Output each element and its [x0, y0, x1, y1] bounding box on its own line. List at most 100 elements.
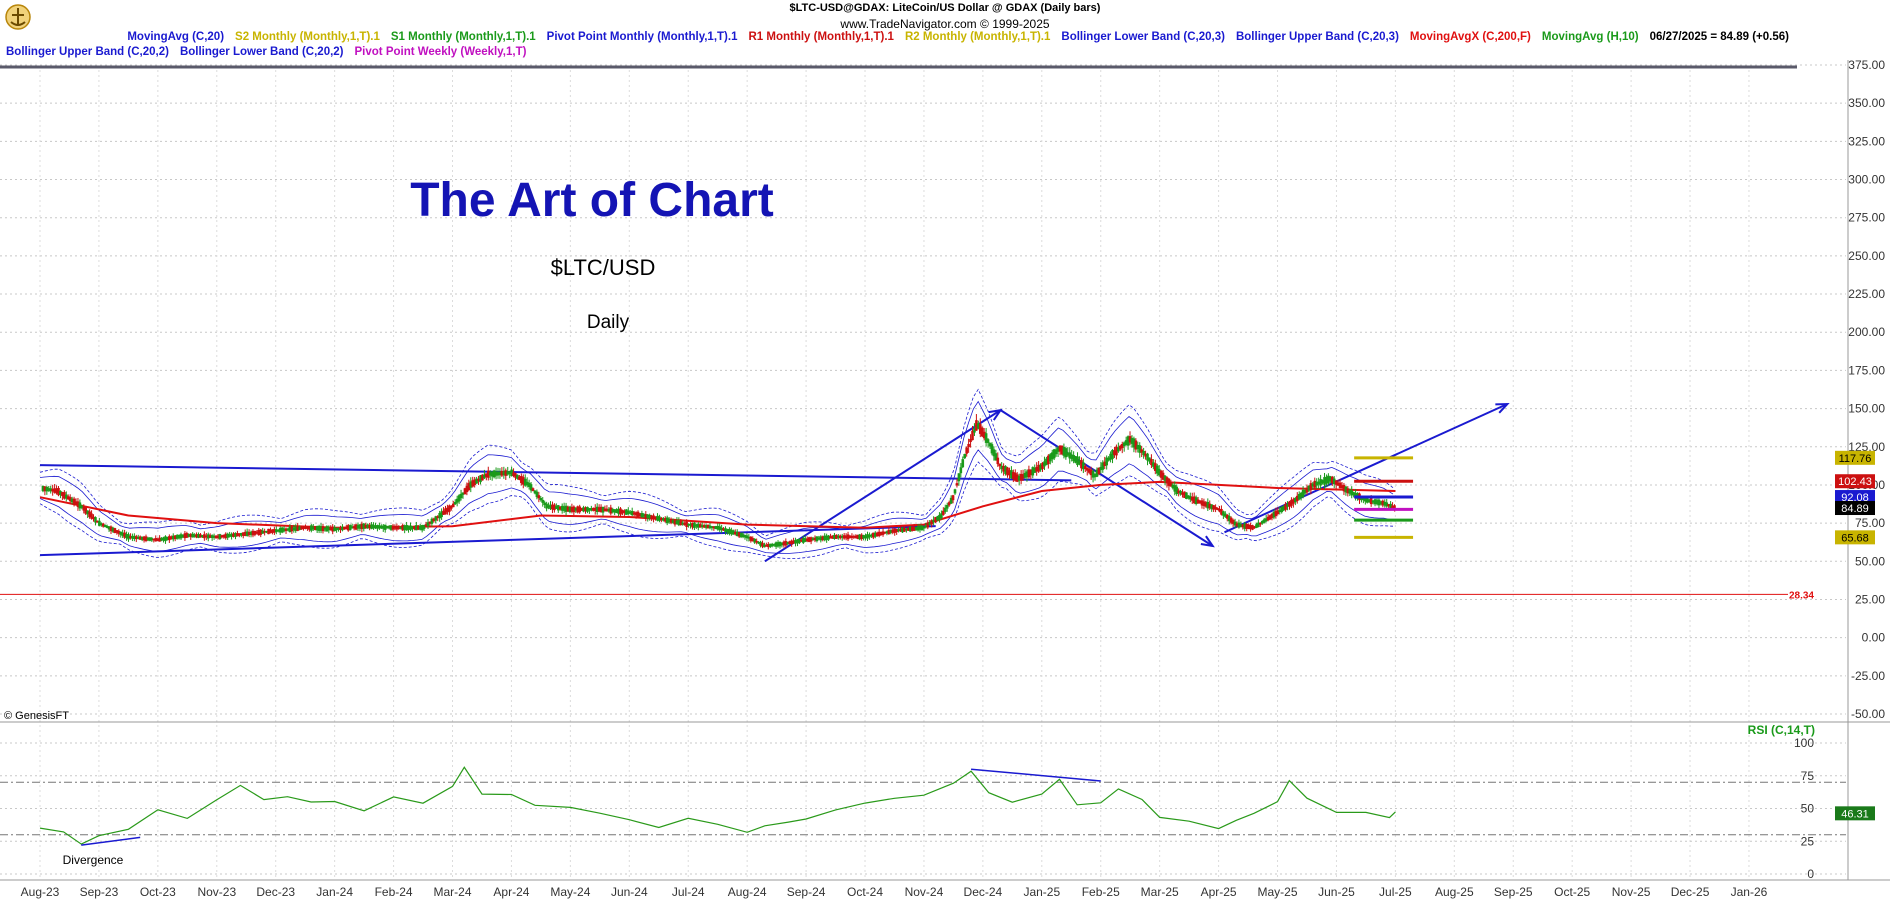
candle-body [1163, 475, 1167, 481]
candle-body [1214, 506, 1217, 510]
candle-body [391, 525, 395, 530]
candle-body [967, 443, 970, 448]
candle-body [555, 506, 558, 509]
candle-body [595, 506, 599, 513]
candle-body [751, 538, 755, 542]
candle-body [288, 526, 292, 532]
candle-body [329, 527, 333, 531]
candle-body [220, 535, 224, 538]
date-tick-label: Jul-25 [1379, 885, 1412, 899]
candle-body [1206, 501, 1210, 509]
candle-body [1050, 452, 1054, 460]
rsi-tick-label: 75 [1801, 769, 1815, 783]
bollinger-upper-2 [39, 400, 1394, 540]
candle-body [926, 522, 930, 528]
candle-body [446, 507, 449, 513]
candle-body [1146, 453, 1149, 461]
date-tick-label: May-24 [550, 885, 590, 899]
candle-body [1043, 461, 1046, 467]
candle-body [558, 506, 562, 510]
rsi-series: 46.31 [39, 766, 1875, 846]
candle-body [842, 535, 846, 539]
candle-body [1064, 448, 1068, 458]
candle-body [197, 533, 200, 538]
candle-body [1222, 511, 1225, 516]
candle-body [224, 533, 228, 539]
candle-body [543, 502, 546, 506]
candle-body [251, 530, 255, 536]
candle-body [416, 525, 420, 530]
date-tick-label: Aug-25 [1435, 885, 1474, 899]
candle-body [356, 525, 360, 529]
candle-body [1099, 466, 1103, 471]
candle-body [827, 535, 830, 540]
pivot-levels [1354, 456, 1414, 539]
candle-body [1311, 483, 1315, 487]
candle-body [1255, 524, 1258, 528]
candle-body [1229, 517, 1233, 523]
candle-body [337, 528, 340, 530]
candle-body [940, 513, 943, 518]
candle-body [1171, 484, 1175, 489]
candle-body [982, 431, 986, 439]
candle-body [660, 517, 663, 521]
candle-body [479, 475, 482, 483]
candle-body [1280, 506, 1284, 513]
legend-item: S1 Monthly (Monthly,1,T).1 [390, 31, 536, 43]
candle-body [395, 525, 399, 530]
candle-body [1031, 467, 1035, 476]
candle-body [243, 531, 247, 536]
price-tick-label: -25.00 [1851, 669, 1885, 683]
candle-body [1245, 524, 1249, 529]
date-tick-label: Oct-24 [847, 885, 883, 899]
candle-body [53, 488, 56, 493]
candle-body [619, 508, 622, 515]
candle-body [1004, 466, 1007, 474]
candle-body [566, 506, 570, 512]
candle-body [214, 535, 218, 539]
rsi-label: RSI (C,14,T) [1748, 723, 1815, 737]
candle-body [86, 510, 89, 515]
candle-body [494, 471, 498, 476]
candle-body [584, 507, 587, 512]
candle-body [346, 525, 350, 531]
candle-body [1089, 469, 1093, 476]
candle-body [1111, 449, 1114, 459]
candle-body [168, 536, 171, 541]
candle-body [1369, 498, 1373, 505]
candle-body [109, 526, 113, 531]
candle-body [422, 524, 426, 529]
candle-body [238, 533, 241, 536]
candle-body [1159, 470, 1163, 478]
legend-item: MovingAvg (H,10) [1541, 31, 1639, 43]
candle-body [949, 497, 953, 504]
candle-body [1117, 447, 1120, 452]
legend-item: Bollinger Lower Band (C,20,3) [1061, 31, 1225, 43]
tradenavigator-logo-icon [5, 4, 31, 30]
candle-body [1364, 498, 1367, 502]
candle-body [47, 488, 51, 491]
candle-body [889, 530, 893, 533]
candle-body [529, 484, 533, 491]
candle-body [327, 527, 331, 531]
candle-body [160, 538, 163, 541]
candle-body [1113, 450, 1116, 456]
candle-body [1362, 497, 1365, 501]
candle-body [973, 428, 976, 433]
candle-body [1334, 480, 1338, 485]
candle-body [1249, 525, 1252, 530]
period-annotation: Daily [587, 312, 630, 333]
candle-body [203, 534, 206, 539]
candle-body [508, 471, 511, 475]
candle-body [599, 506, 603, 513]
candle-body [1093, 473, 1097, 478]
candle-body [747, 536, 751, 539]
candle-body [1185, 492, 1188, 499]
candle-body [1039, 464, 1042, 470]
candle-body [162, 537, 165, 541]
date-tick-label: Mar-24 [434, 885, 472, 899]
candle-body [998, 463, 1002, 467]
candle-body [123, 532, 126, 538]
candle-body [735, 531, 739, 536]
candle-body [94, 517, 97, 523]
